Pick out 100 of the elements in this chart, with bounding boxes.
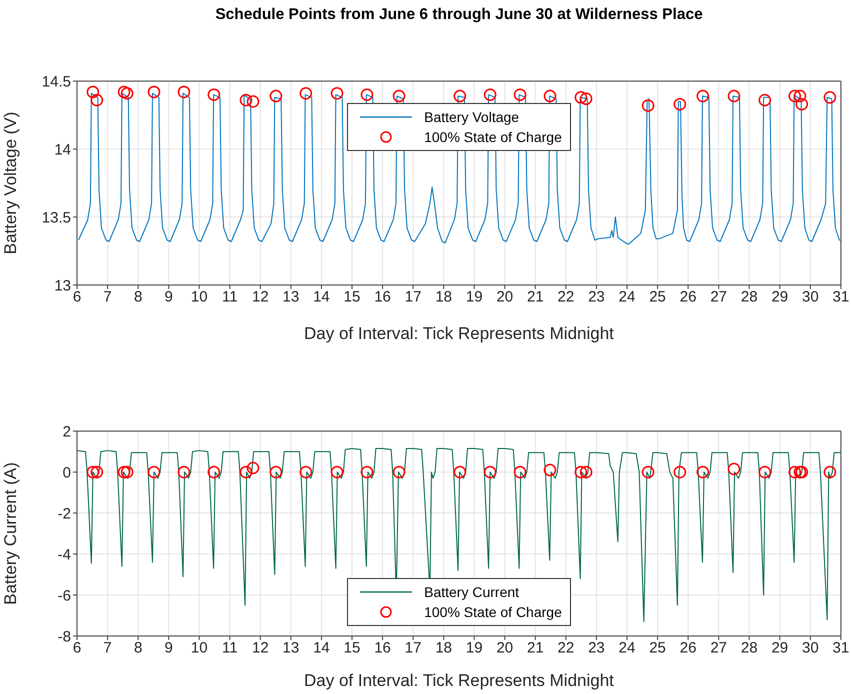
point bbox=[208, 88, 220, 101]
y-tick-label: -6 bbox=[58, 587, 71, 604]
x-tick-label: 26 bbox=[680, 640, 696, 657]
x-tick-label: 9 bbox=[164, 640, 173, 657]
legend-label: Battery Current bbox=[424, 584, 520, 600]
x-tick-label: 12 bbox=[252, 640, 269, 657]
x-tick-label: 13 bbox=[282, 640, 300, 657]
y-tick-label: 2 bbox=[62, 423, 71, 440]
x-tick-label: 17 bbox=[404, 288, 422, 306]
y-tick-label: 14.5 bbox=[42, 73, 71, 90]
point bbox=[118, 86, 130, 98]
x-tick-label: 18 bbox=[435, 640, 452, 657]
x-tick-label: 19 bbox=[466, 288, 483, 306]
point bbox=[454, 90, 466, 102]
point bbox=[90, 94, 104, 106]
x-tick-label: 15 bbox=[344, 288, 360, 306]
x-tick-label: 18 bbox=[435, 288, 452, 306]
x-tick-label: 28 bbox=[740, 288, 758, 306]
x-tick-label: 11 bbox=[222, 640, 238, 657]
point bbox=[824, 91, 836, 104]
x-tick-label: 28 bbox=[740, 640, 758, 657]
point bbox=[674, 98, 686, 110]
y-axis-title: Battery Current (A) bbox=[1, 462, 20, 605]
x-tick-label: 16 bbox=[374, 640, 391, 657]
legend-label: 100% State of Charge bbox=[424, 604, 562, 620]
point bbox=[392, 90, 406, 102]
x-tick-label: 15 bbox=[344, 640, 360, 657]
point bbox=[696, 90, 710, 102]
chart-title: Schedule Points from June 6 through June 30 at Wilderness Place bbox=[214, 6, 704, 24]
x-tick-label: 23 bbox=[588, 288, 605, 306]
x-tick-label: 13 bbox=[282, 288, 300, 306]
point bbox=[580, 92, 592, 106]
y-tick-label: 13 bbox=[54, 277, 71, 294]
x-tick-label: 8 bbox=[134, 640, 142, 657]
x-tick-label: 11 bbox=[222, 288, 238, 306]
x-tick-label: 14 bbox=[313, 288, 330, 306]
x-tick-label: 22 bbox=[558, 288, 574, 306]
x-tick-label: 7 bbox=[103, 640, 112, 657]
point bbox=[270, 90, 282, 102]
x-tick-label: 21 bbox=[526, 640, 544, 657]
x-tick-label: 29 bbox=[771, 288, 788, 306]
x-tick-label: 10 bbox=[190, 288, 208, 306]
x-tick-label: 6 bbox=[72, 288, 82, 306]
x-tick-label: 26 bbox=[680, 288, 696, 306]
y-tick-label: -2 bbox=[58, 505, 71, 522]
y-tick-label: -8 bbox=[58, 628, 71, 646]
x-tick-label: 31 bbox=[832, 640, 850, 657]
point bbox=[300, 87, 312, 100]
point bbox=[642, 99, 654, 112]
x-tick-label: 23 bbox=[588, 640, 605, 657]
y-tick-label: 13.5 bbox=[42, 209, 71, 226]
legend-label: Battery Voltage bbox=[424, 109, 520, 125]
x-tick-label: 27 bbox=[710, 288, 728, 306]
x-tick-label: 29 bbox=[771, 640, 788, 657]
x-tick-label: 8 bbox=[134, 288, 142, 306]
x-tick-label: 27 bbox=[710, 640, 728, 657]
point bbox=[794, 90, 806, 102]
point bbox=[330, 87, 344, 100]
x-tick-label: 9 bbox=[164, 288, 173, 306]
point bbox=[574, 91, 588, 104]
legend-label: 100% State of Charge bbox=[424, 129, 562, 145]
x-tick-label: 30 bbox=[802, 288, 819, 306]
y-tick-label: 0 bbox=[62, 464, 71, 482]
x-tick-label: 25 bbox=[649, 640, 666, 657]
x-tick-label: 17 bbox=[404, 640, 422, 657]
x-tick-label: 22 bbox=[558, 640, 574, 657]
point bbox=[240, 94, 252, 106]
x-tick-label: 19 bbox=[466, 640, 483, 657]
y-axis-title: Battery Voltage (V) bbox=[1, 112, 20, 254]
point bbox=[484, 88, 496, 101]
y-tick-label: 14 bbox=[54, 141, 71, 158]
line-series bbox=[77, 448, 841, 622]
point bbox=[120, 87, 134, 100]
point bbox=[796, 98, 808, 110]
point bbox=[246, 95, 260, 108]
point bbox=[514, 88, 526, 101]
x-tick-label: 14 bbox=[313, 640, 330, 657]
point bbox=[788, 90, 802, 102]
point bbox=[148, 86, 160, 98]
x-tick-label: 24 bbox=[618, 288, 636, 306]
x-tick-label: 16 bbox=[374, 288, 391, 306]
x-tick-label: 25 bbox=[649, 288, 666, 306]
x-tick-label: 20 bbox=[496, 640, 514, 657]
x-tick-label: 21 bbox=[526, 288, 544, 306]
x-axis-title: Day of Interval: Tick Represents Midnight bbox=[304, 324, 614, 343]
x-tick-label: 30 bbox=[802, 640, 819, 657]
x-tick-label: 6 bbox=[72, 640, 82, 657]
point bbox=[360, 88, 374, 101]
x-tick-label: 10 bbox=[190, 640, 208, 657]
x-tick-label: 24 bbox=[618, 640, 636, 657]
x-tick-label: 20 bbox=[496, 288, 514, 306]
x-axis-title: Day of Interval: Tick Represents Midnight bbox=[304, 671, 614, 690]
x-tick-label: 31 bbox=[832, 288, 850, 306]
point bbox=[544, 90, 556, 102]
point bbox=[178, 86, 190, 98]
point bbox=[86, 86, 100, 98]
point bbox=[728, 90, 740, 102]
x-tick-label: 7 bbox=[103, 288, 112, 306]
point bbox=[758, 94, 772, 106]
y-tick-label: -4 bbox=[58, 546, 71, 564]
